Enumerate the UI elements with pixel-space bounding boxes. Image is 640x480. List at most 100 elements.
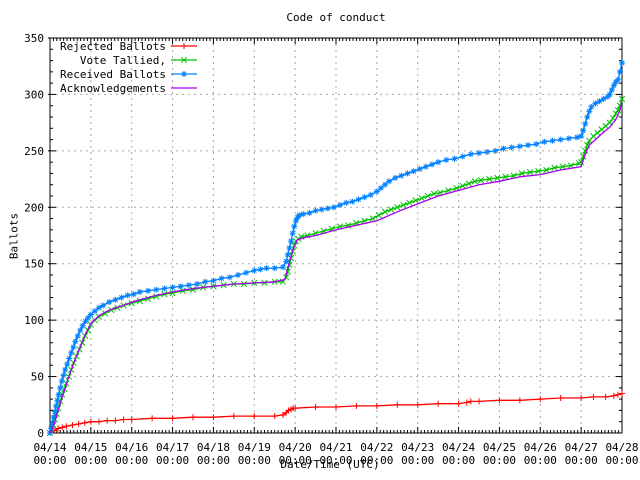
star-marker-icon: [541, 139, 547, 145]
cross-marker-icon: [518, 170, 526, 177]
cross-marker-icon: [180, 56, 188, 64]
star-marker-icon: [54, 397, 60, 403]
star-marker-icon: [51, 414, 57, 420]
star-marker-icon: [468, 151, 474, 157]
x-tick-label-date: 04/28: [605, 441, 638, 454]
star-marker-icon: [227, 274, 233, 280]
star-marker-icon: [145, 288, 151, 294]
star-marker-icon: [153, 287, 159, 293]
star-marker-icon: [319, 206, 325, 213]
star-marker-icon: [609, 87, 615, 93]
star-marker-icon: [82, 318, 89, 324]
x-tick-label-time: 00:00: [197, 454, 230, 467]
x-axis-label: Date/Time (UTC): [280, 458, 380, 471]
cross-marker-icon: [477, 177, 485, 184]
star-marker-icon: [355, 196, 362, 202]
star-marker-icon: [64, 361, 70, 367]
cross-marker-icon: [320, 227, 327, 235]
star-marker-icon: [331, 204, 337, 210]
star-marker-icon: [398, 173, 404, 179]
cross-marker-icon: [312, 230, 319, 237]
star-marker-icon: [417, 166, 423, 172]
star-marker-icon: [566, 135, 572, 141]
star-marker-icon: [280, 264, 286, 270]
cross-marker-icon: [412, 197, 419, 204]
star-marker-icon: [49, 420, 56, 426]
star-marker-icon: [386, 178, 392, 184]
star-marker-icon: [59, 378, 65, 384]
star-marker-icon: [500, 146, 507, 152]
cross-marker-icon: [445, 187, 452, 194]
star-marker-icon: [429, 161, 435, 167]
x-tick-label-date: 04/17: [156, 441, 189, 454]
star-marker-icon: [202, 279, 208, 285]
y-tick-label: 150: [24, 258, 44, 271]
cross-marker-icon: [486, 175, 493, 183]
star-marker-icon: [170, 284, 176, 290]
cross-marker-icon: [535, 168, 542, 175]
star-marker-icon: [411, 168, 417, 174]
cross-marker-icon: [606, 119, 613, 126]
cross-marker-icon: [369, 215, 376, 222]
star-marker-icon: [66, 355, 72, 362]
star-marker-icon: [288, 238, 294, 244]
x-tick-label-date: 04/15: [74, 441, 107, 454]
star-marker-icon: [617, 69, 623, 75]
star-marker-icon: [80, 323, 86, 329]
star-marker-icon: [243, 270, 249, 276]
star-marker-icon: [251, 267, 257, 274]
star-marker-icon: [62, 367, 68, 373]
star-marker-icon: [596, 98, 603, 104]
legend-label: Acknowledgements: [60, 82, 166, 95]
cross-marker-icon: [459, 182, 466, 189]
star-marker-icon: [578, 133, 584, 139]
x-tick-label-date: 04/14: [33, 441, 66, 454]
cross-marker-icon: [418, 195, 425, 202]
star-marker-icon: [607, 91, 613, 97]
cross-marker-icon: [494, 174, 501, 182]
star-marker-icon: [181, 71, 187, 77]
series-line-acknowledgements: [49, 102, 623, 434]
star-marker-icon: [435, 159, 441, 165]
star-marker-icon: [92, 308, 98, 314]
star-marker-icon: [443, 157, 449, 163]
cross-marker-icon: [618, 95, 626, 103]
star-marker-icon: [619, 60, 625, 66]
y-tick-label: 200: [24, 201, 44, 214]
x-tick-label-date: 04/18: [197, 441, 230, 454]
star-marker-icon: [492, 148, 498, 154]
cross-marker-icon: [400, 201, 407, 209]
star-marker-icon: [392, 175, 398, 181]
x-tick-label-date: 04/24: [442, 441, 475, 454]
star-marker-icon: [53, 403, 59, 409]
star-marker-icon: [137, 289, 143, 295]
x-tick-label-time: 00:00: [319, 454, 352, 467]
y-tick-label: 250: [24, 145, 44, 158]
star-marker-icon: [582, 121, 588, 127]
star-marker-icon: [72, 339, 78, 345]
x-tick-label-date: 04/19: [238, 441, 271, 454]
star-marker-icon: [60, 372, 67, 378]
star-marker-icon: [118, 295, 125, 301]
cross-marker-icon: [430, 190, 438, 197]
series-line-vote-tallied-: [49, 98, 623, 434]
cross-marker-icon: [609, 114, 617, 122]
star-marker-icon: [57, 385, 63, 391]
star-marker-icon: [96, 305, 102, 311]
star-marker-icon: [517, 143, 523, 149]
cross-marker-icon: [328, 225, 336, 232]
star-marker-icon: [283, 258, 289, 265]
star-marker-icon: [194, 281, 200, 287]
star-marker-icon: [70, 344, 76, 350]
star-marker-icon: [306, 210, 312, 216]
chart-title: Code of conduct: [286, 11, 386, 24]
star-marker-icon: [368, 192, 374, 198]
y-tick-label: 50: [31, 371, 44, 384]
star-marker-icon: [601, 96, 607, 102]
star-marker-icon: [586, 108, 592, 114]
cross-marker-icon: [361, 217, 368, 224]
star-marker-icon: [460, 153, 466, 160]
x-tick-label-time: 00:00: [442, 454, 475, 467]
star-marker-icon: [161, 285, 167, 292]
